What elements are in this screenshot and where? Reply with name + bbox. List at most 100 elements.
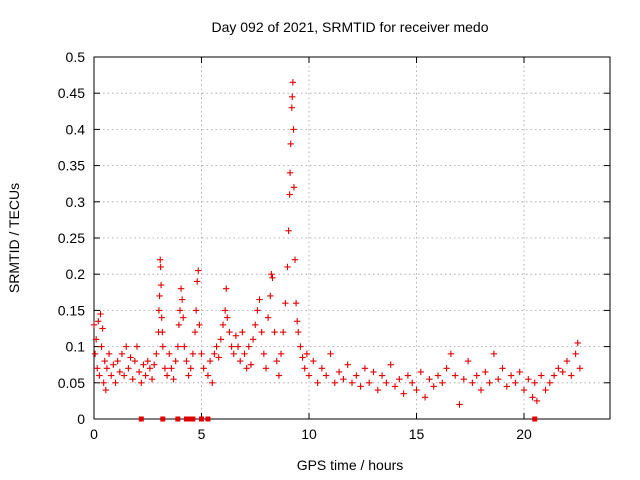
data-point — [443, 365, 450, 372]
data-point — [290, 184, 298, 191]
data-point — [112, 379, 119, 386]
data-point — [563, 357, 571, 365]
data-point — [301, 365, 308, 372]
data-point — [215, 354, 222, 361]
data-point — [464, 357, 472, 365]
data-point — [213, 343, 220, 350]
data-point — [267, 292, 274, 300]
data-point — [273, 357, 280, 365]
data-point — [529, 394, 536, 401]
data-point — [421, 394, 429, 401]
data-point — [247, 361, 255, 368]
baseline-marker — [199, 416, 204, 422]
data-point — [310, 357, 317, 365]
data-point — [228, 343, 235, 350]
data-point — [129, 375, 136, 383]
data-point — [138, 379, 145, 386]
y-axis-label: SRMTID / TECUs — [6, 183, 22, 293]
data-point — [103, 365, 111, 372]
data-point — [327, 350, 334, 358]
data-point — [217, 336, 225, 343]
data-point — [396, 375, 403, 383]
y-tick-label: 0 — [77, 411, 85, 427]
data-point — [209, 379, 216, 386]
data-point — [533, 397, 541, 405]
data-point — [102, 386, 110, 394]
data-point — [161, 365, 169, 372]
data-point — [144, 357, 151, 365]
data-point — [176, 307, 184, 314]
data-point — [486, 379, 493, 386]
data-point — [198, 350, 205, 358]
data-point — [439, 379, 446, 386]
data-point — [473, 372, 480, 379]
x-tick-label: 5 — [198, 426, 206, 442]
data-point — [151, 361, 158, 368]
data-point — [177, 285, 185, 292]
data-point — [159, 343, 166, 350]
data-point — [400, 390, 407, 397]
y-tick-labels: 0 0.05 0.1 0.15 0.2 0.25 0.3 0.35 0.4 0.45 0.5 — [58, 49, 85, 427]
data-point — [303, 350, 311, 358]
data-point — [344, 361, 351, 368]
y-tick-label: 0.2 — [66, 266, 86, 282]
data-point — [211, 350, 218, 358]
baseline-marker — [138, 416, 144, 422]
data-point — [520, 386, 528, 394]
y-tick-label: 0.4 — [66, 121, 86, 137]
data-point — [318, 365, 326, 372]
data-point — [237, 357, 244, 365]
data-point — [230, 350, 237, 358]
data-point — [239, 328, 246, 336]
data-point — [181, 343, 188, 350]
data-point — [120, 372, 128, 379]
data-point — [105, 350, 113, 358]
y-tick-label: 0.05 — [58, 375, 85, 391]
data-point — [224, 314, 231, 321]
data-point — [477, 386, 485, 394]
data-point — [516, 368, 523, 376]
data-point — [413, 386, 420, 394]
y-tick-label: 0.35 — [58, 158, 85, 174]
y-tick-label: 0.1 — [66, 339, 86, 355]
data-point — [157, 256, 164, 263]
y-tick-label: 0.3 — [66, 194, 86, 210]
baseline-marker — [190, 416, 196, 422]
data-point — [286, 169, 294, 177]
data-point — [286, 191, 293, 198]
data-point — [96, 372, 103, 379]
data-point — [221, 307, 229, 314]
data-point — [99, 325, 106, 332]
data-point — [331, 379, 338, 386]
data-point — [293, 318, 301, 325]
data-point — [447, 350, 455, 358]
data-point — [125, 365, 132, 372]
data-point — [490, 350, 498, 358]
data-point — [153, 350, 160, 358]
data-point — [157, 263, 164, 271]
data-point — [361, 365, 369, 372]
data-point — [183, 357, 190, 365]
data-point — [135, 368, 143, 376]
data-point — [555, 365, 562, 372]
chart-title: Day 092 of 2021, SRMTID for receiver med… — [211, 19, 488, 35]
data-point — [140, 361, 147, 368]
data-point — [469, 379, 476, 386]
data-point — [285, 227, 292, 234]
data-point — [258, 328, 265, 336]
data-point — [192, 307, 200, 314]
data-point — [292, 299, 300, 307]
data-point — [243, 365, 250, 372]
data-point — [189, 350, 197, 358]
x-tick-label: 15 — [409, 426, 425, 442]
data-point — [175, 321, 183, 329]
data-point — [507, 372, 515, 379]
data-point — [357, 383, 364, 390]
data-point — [353, 372, 360, 379]
data-point — [434, 372, 442, 379]
data-point — [148, 375, 156, 383]
data-point — [156, 292, 163, 300]
grid-lines — [94, 57, 610, 419]
data-point — [187, 365, 194, 372]
